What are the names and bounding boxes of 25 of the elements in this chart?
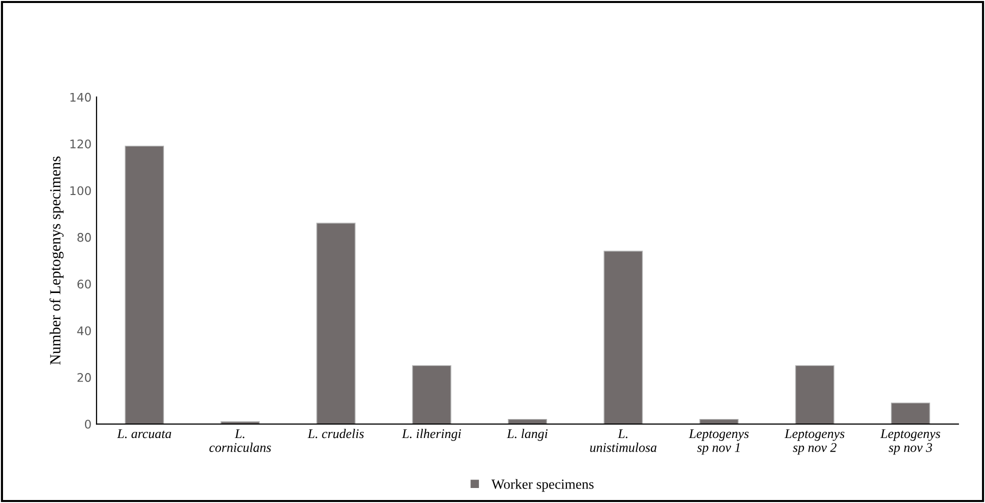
bar — [124, 146, 164, 424]
bar — [316, 222, 356, 424]
y-axis-title: Number of Leptogenys specimens — [50, 156, 64, 365]
x-tick-label: L. arcuata — [117, 429, 172, 438]
y-tick-label: 100 — [70, 186, 91, 196]
y-tick-label: 80 — [77, 232, 91, 242]
x-tick-label: Leptogenys sp nov 1 — [688, 429, 749, 455]
bar — [604, 250, 643, 424]
bar — [890, 402, 930, 424]
y-tick-label: 20 — [78, 373, 91, 382]
bar — [795, 365, 834, 424]
legend-label: Worker specimens — [491, 479, 594, 492]
x-tick-label: Leptogenys sp nov 2 — [784, 429, 844, 455]
bar — [412, 365, 452, 424]
x-tick-label: L. unistimulosa — [590, 429, 656, 452]
y-tick-label: 140 — [70, 92, 91, 102]
x-tick-label: L. ilheringi — [402, 428, 461, 441]
y-tick-label: 60 — [77, 280, 91, 289]
x-tick-label: L. crudelis — [308, 428, 364, 438]
x-tick-label: L. langi — [506, 428, 548, 441]
x-tick-label: L. corniculans — [209, 429, 271, 452]
y-tick-label: 40 — [77, 326, 91, 336]
y-tick-label: 120 — [70, 140, 91, 148]
x-tick-label: Leptogenys sp nov 3 — [880, 429, 940, 455]
y-tick-label: 0 — [84, 420, 91, 429]
